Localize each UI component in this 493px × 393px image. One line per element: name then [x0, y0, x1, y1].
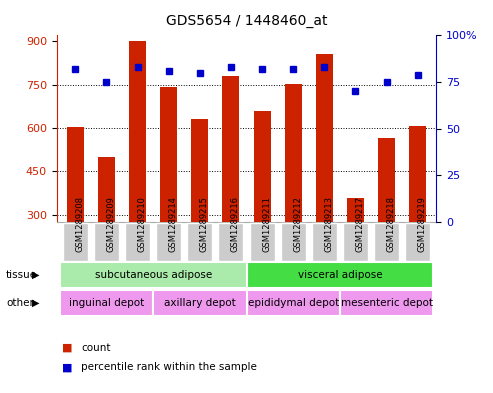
- Text: GSM1289214: GSM1289214: [169, 196, 177, 252]
- Text: GSM1289219: GSM1289219: [418, 196, 426, 252]
- Text: count: count: [81, 343, 111, 353]
- FancyBboxPatch shape: [125, 223, 150, 261]
- Text: mesenteric depot: mesenteric depot: [341, 298, 432, 308]
- Bar: [284, 84, 302, 222]
- Text: GSM1289212: GSM1289212: [293, 196, 302, 252]
- FancyBboxPatch shape: [312, 223, 337, 261]
- Text: GSM1289213: GSM1289213: [324, 196, 333, 252]
- FancyBboxPatch shape: [246, 262, 433, 288]
- FancyBboxPatch shape: [218, 223, 244, 261]
- Text: epididymal depot: epididymal depot: [247, 298, 339, 308]
- FancyBboxPatch shape: [405, 223, 430, 261]
- Text: axillary depot: axillary depot: [164, 298, 236, 308]
- FancyBboxPatch shape: [343, 223, 368, 261]
- Bar: [67, 127, 84, 222]
- Text: GSM1289211: GSM1289211: [262, 196, 271, 252]
- Text: GDS5654 / 1448460_at: GDS5654 / 1448460_at: [166, 14, 327, 28]
- Bar: [409, 126, 426, 222]
- Bar: [316, 54, 333, 222]
- FancyBboxPatch shape: [187, 223, 212, 261]
- FancyBboxPatch shape: [156, 223, 181, 261]
- Bar: [253, 110, 271, 222]
- Text: GSM1289215: GSM1289215: [200, 196, 209, 252]
- FancyBboxPatch shape: [153, 290, 246, 316]
- Bar: [347, 198, 364, 222]
- Text: GSM1289217: GSM1289217: [355, 196, 364, 252]
- Bar: [378, 138, 395, 222]
- Text: GSM1289218: GSM1289218: [387, 196, 395, 252]
- Bar: [160, 88, 177, 222]
- Text: visceral adipose: visceral adipose: [298, 270, 382, 280]
- Text: GSM1289209: GSM1289209: [106, 196, 115, 252]
- Text: ▶: ▶: [32, 298, 39, 308]
- Text: GSM1289208: GSM1289208: [75, 196, 84, 252]
- FancyBboxPatch shape: [60, 262, 246, 288]
- Text: ▶: ▶: [32, 270, 39, 280]
- Bar: [98, 157, 115, 222]
- FancyBboxPatch shape: [94, 223, 119, 261]
- Text: subcutaneous adipose: subcutaneous adipose: [95, 270, 212, 280]
- Text: GSM1289210: GSM1289210: [138, 196, 146, 252]
- Text: other: other: [6, 298, 34, 308]
- Text: ■: ■: [62, 362, 72, 373]
- FancyBboxPatch shape: [60, 290, 153, 316]
- Bar: [222, 76, 240, 222]
- Bar: [191, 119, 209, 222]
- Bar: [129, 41, 146, 222]
- FancyBboxPatch shape: [249, 223, 275, 261]
- Text: GSM1289216: GSM1289216: [231, 196, 240, 252]
- Text: ■: ■: [62, 343, 72, 353]
- FancyBboxPatch shape: [63, 223, 88, 261]
- Text: inguinal depot: inguinal depot: [69, 298, 144, 308]
- FancyBboxPatch shape: [374, 223, 399, 261]
- Text: tissue: tissue: [6, 270, 37, 280]
- FancyBboxPatch shape: [281, 223, 306, 261]
- FancyBboxPatch shape: [246, 290, 340, 316]
- FancyBboxPatch shape: [340, 290, 433, 316]
- Text: percentile rank within the sample: percentile rank within the sample: [81, 362, 257, 373]
